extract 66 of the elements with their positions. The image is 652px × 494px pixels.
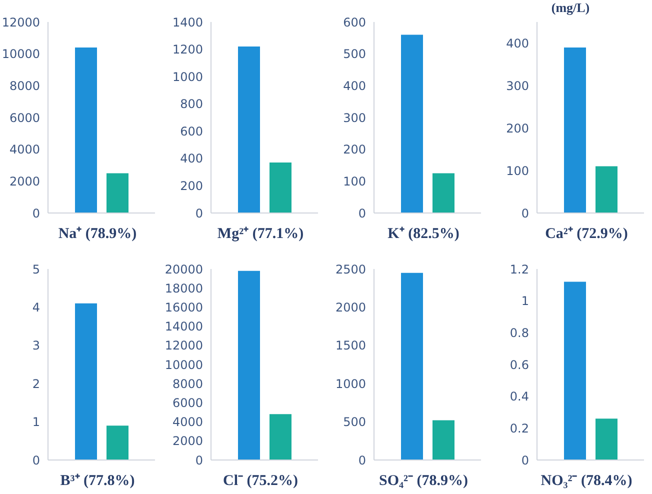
x-axis-title: Cl⁻ (75.2%) bbox=[222, 472, 299, 490]
y-tick-label: 2000 bbox=[9, 174, 40, 188]
y-tick-label: 1000 bbox=[335, 376, 366, 391]
y-tick-label: 200 bbox=[180, 178, 203, 193]
y-tick-label: 2000 bbox=[172, 434, 203, 448]
y-tick-label: 600 bbox=[180, 124, 203, 138]
y-tick-label: 500 bbox=[343, 415, 366, 430]
y-tick-label: 20000 bbox=[164, 262, 203, 276]
y-tick-label: 0 bbox=[195, 206, 203, 220]
x-axis-title: K⁺ (82.5%) bbox=[386, 225, 460, 243]
y-tick-label: 2500 bbox=[335, 262, 366, 276]
y-tick-label: 18000 bbox=[164, 281, 203, 296]
y-tick-label: 10000 bbox=[2, 47, 40, 62]
y-tick-label: 500 bbox=[343, 47, 366, 62]
x-axis-title: Na⁺ (78.9%) bbox=[57, 225, 138, 243]
y-tick-label: 4 bbox=[32, 300, 40, 314]
y-tick-label: 4000 bbox=[172, 415, 203, 430]
y-tick-label: 300 bbox=[343, 110, 366, 125]
x-axis-title: Mg²⁺ (77.1%) bbox=[216, 225, 305, 243]
y-tick-label: 1200 bbox=[172, 42, 203, 57]
y-tick-label: 0.6 bbox=[510, 358, 529, 372]
y-tick-label: 200 bbox=[506, 121, 529, 136]
y-tick-label: 2000 bbox=[335, 300, 366, 314]
y-tick-label: 12000 bbox=[2, 15, 40, 30]
chart-title: (mg/L) bbox=[550, 0, 591, 16]
y-tick-label: 400 bbox=[506, 36, 529, 50]
y-tick-label: 0 bbox=[521, 453, 529, 468]
y-tick-label: 10000 bbox=[164, 358, 203, 372]
y-tick-label: 100 bbox=[343, 174, 366, 188]
x-axis-title: B³⁺ (77.8%) bbox=[59, 472, 136, 490]
y-tick-label: 0 bbox=[521, 206, 529, 220]
y-tick-label: 3 bbox=[32, 338, 40, 353]
y-tick-label: 1 bbox=[521, 294, 529, 308]
y-tick-label: 100 bbox=[506, 164, 529, 178]
y-tick-label: 0 bbox=[195, 453, 203, 468]
x-axis-title: NO₃²⁻ (78.4%) bbox=[540, 472, 634, 490]
y-tick-label: 0.4 bbox=[510, 390, 529, 404]
y-tick-label: 0.2 bbox=[510, 421, 529, 436]
y-tick-label: 14000 bbox=[164, 320, 203, 334]
y-tick-label: 12000 bbox=[164, 338, 203, 353]
y-tick-label: 0 bbox=[32, 453, 40, 468]
y-tick-label: 400 bbox=[180, 152, 203, 166]
y-tick-label: 0 bbox=[358, 453, 366, 468]
y-tick-label: 4000 bbox=[9, 142, 40, 157]
y-tick-label: 2 bbox=[32, 376, 40, 391]
y-tick-label: 1 bbox=[32, 415, 40, 430]
y-tick-label: 6000 bbox=[172, 396, 203, 410]
y-tick-label: 800 bbox=[180, 97, 203, 112]
y-tick-label: 300 bbox=[506, 78, 529, 93]
y-tick-label: 200 bbox=[343, 142, 366, 157]
y-tick-label: 16000 bbox=[164, 300, 203, 314]
y-tick-label: 0 bbox=[32, 206, 40, 220]
x-axis-title: Ca²⁺ (72.9%) bbox=[544, 225, 629, 243]
y-tick-label: 1.2 bbox=[510, 262, 529, 276]
y-tick-label: 6000 bbox=[9, 110, 40, 125]
y-tick-label: 1000 bbox=[172, 70, 203, 84]
y-tick-label: 5 bbox=[32, 262, 40, 276]
y-tick-label: 1400 bbox=[172, 15, 203, 30]
y-tick-label: 0 bbox=[358, 206, 366, 220]
y-tick-label: 8000 bbox=[172, 376, 203, 391]
y-tick-label: 600 bbox=[343, 15, 366, 30]
y-tick-label: 8000 bbox=[9, 78, 40, 93]
y-tick-label: 1500 bbox=[335, 338, 366, 353]
x-axis-title: SO₄²⁻ (78.9%) bbox=[378, 472, 469, 490]
y-tick-label: 400 bbox=[343, 78, 366, 93]
y-tick-label: 0.8 bbox=[510, 326, 529, 340]
